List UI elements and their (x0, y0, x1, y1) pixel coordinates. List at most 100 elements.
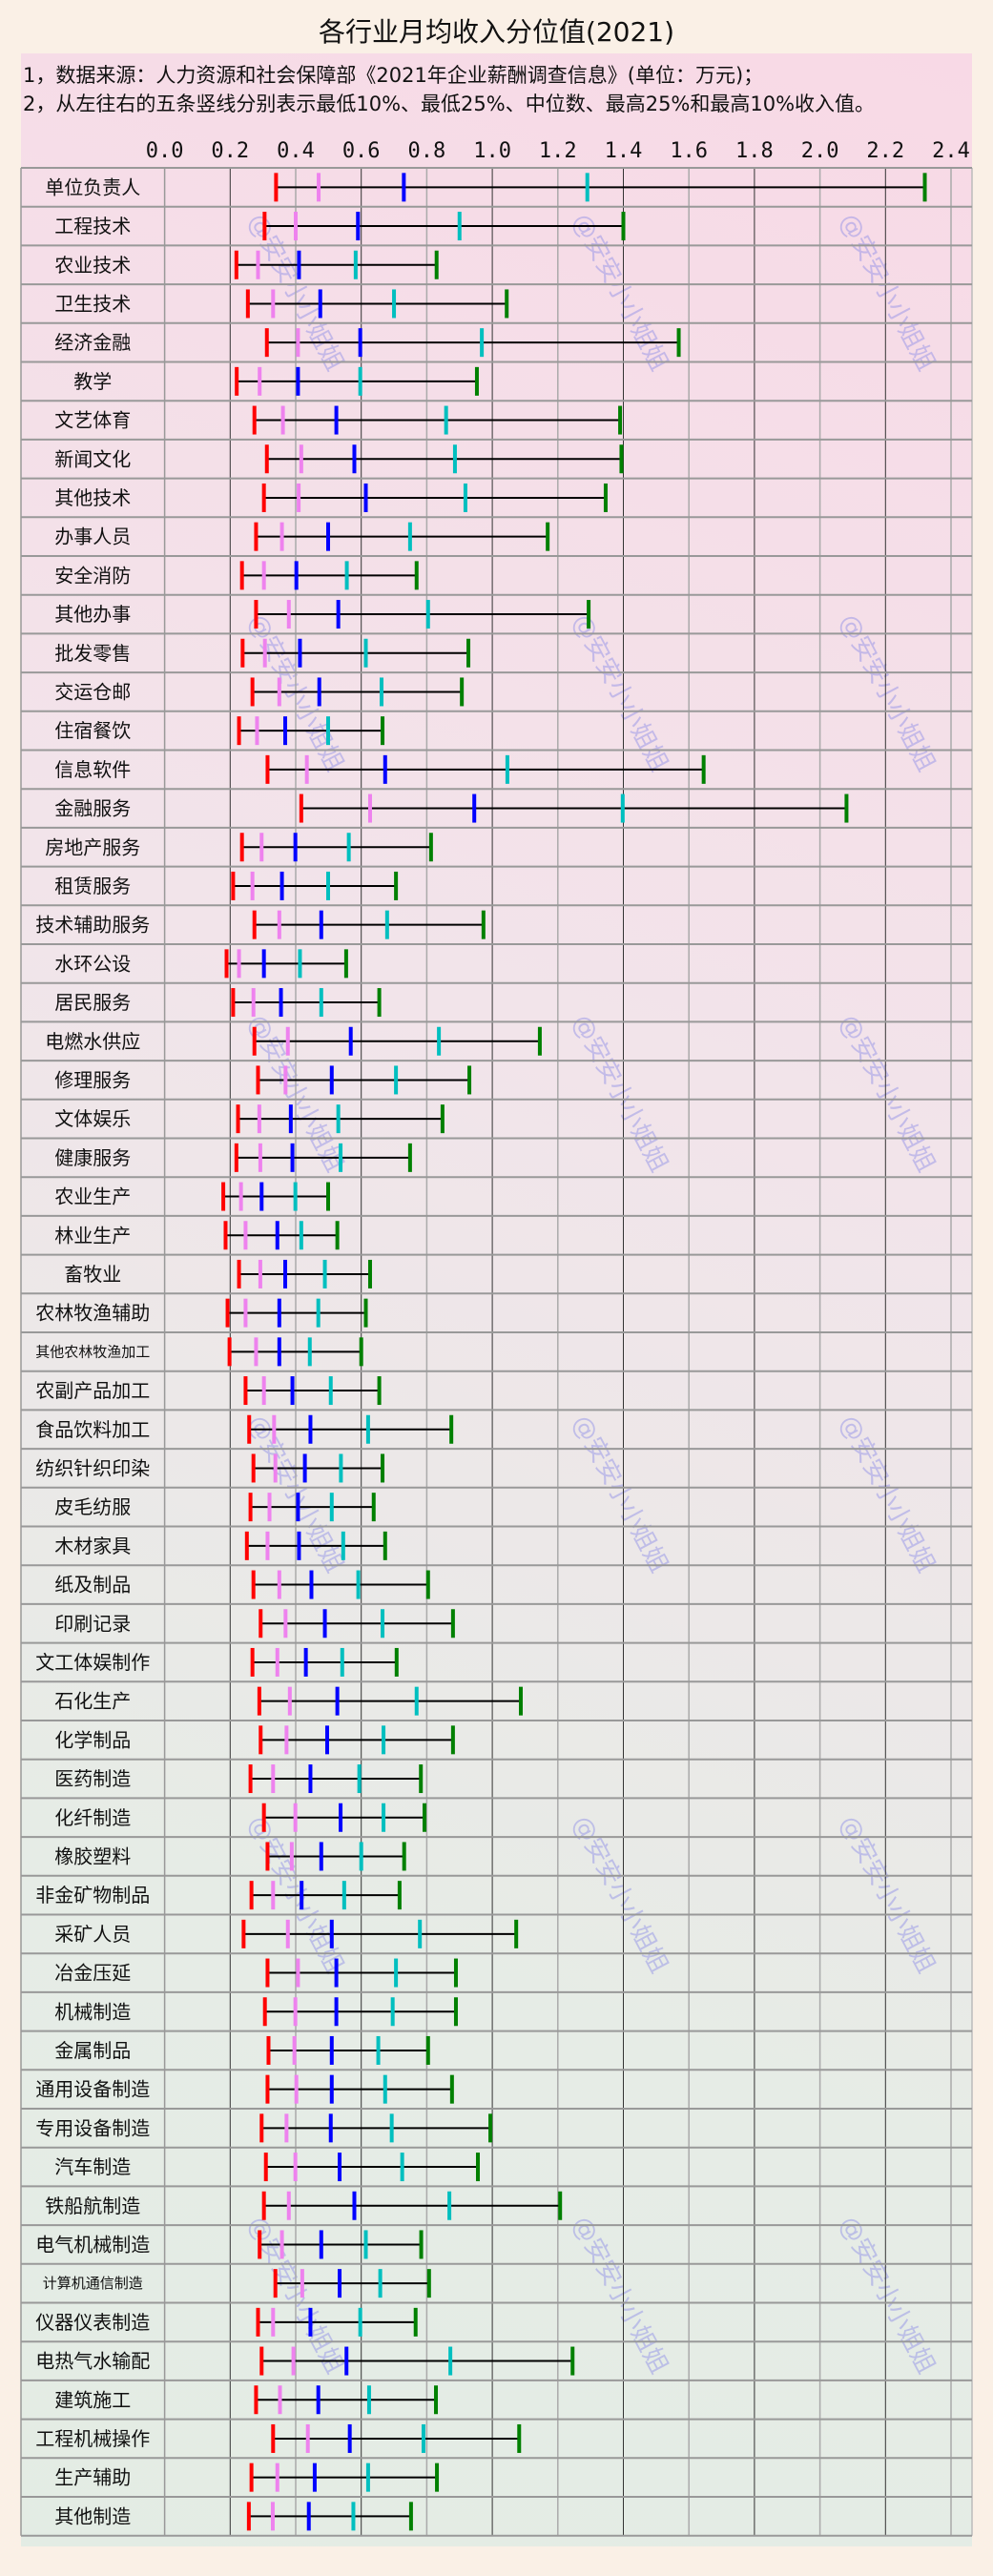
p90-marker (363, 1298, 368, 1328)
p75-marker (379, 677, 383, 707)
row-label: 汽车制造 (54, 2155, 131, 2178)
p90-marker (426, 2269, 431, 2298)
row-label: 文艺体育 (54, 409, 131, 432)
p90-marker (371, 1493, 376, 1522)
p10-marker (252, 910, 257, 939)
p25-marker (293, 1803, 298, 1832)
watermark: @安安小小姐姐 (567, 2212, 673, 2379)
row-label: 农业生产 (54, 1185, 131, 1208)
p10-marker (239, 561, 244, 590)
p75-marker (366, 2385, 371, 2415)
p90-marker (428, 833, 433, 862)
median-marker (338, 2269, 342, 2298)
p90-marker (383, 1531, 387, 1560)
row-label: 橡胶塑料 (54, 1844, 131, 1867)
p90-marker (343, 949, 348, 979)
x-tick-label: 1.8 (735, 139, 774, 163)
p10-marker (236, 1104, 240, 1134)
median-marker (352, 444, 357, 474)
p75-marker (394, 1065, 399, 1095)
p90-marker (377, 1376, 382, 1406)
median-marker (302, 1453, 307, 1483)
p90-marker (546, 522, 550, 551)
row-label: 技术辅助服务 (35, 914, 150, 937)
p90-marker (537, 1026, 542, 1056)
p25-marker (293, 2153, 298, 2182)
p90-marker (414, 561, 419, 590)
p75-marker (505, 754, 509, 784)
p10-marker (234, 250, 238, 279)
p75-marker (444, 405, 448, 435)
p90-marker (413, 2307, 418, 2337)
median-marker (300, 1881, 304, 1910)
median-marker (296, 1493, 300, 1522)
median-marker (309, 1570, 314, 1599)
row-label: 批发零售 (54, 642, 131, 665)
p75-marker (326, 716, 331, 746)
row-label: 文工体娱制作 (35, 1651, 150, 1674)
p25-marker (279, 2230, 284, 2259)
median-marker (334, 1958, 339, 1988)
row-label: 住宿餐饮 (54, 719, 131, 742)
p10-marker (239, 833, 244, 862)
p90-marker (517, 2423, 522, 2453)
p90-marker (402, 1842, 406, 1871)
p90-marker (481, 910, 486, 939)
median-marker (259, 1182, 264, 1211)
p25-marker (287, 1686, 292, 1716)
p90-marker (518, 1686, 523, 1716)
p10-marker (256, 1065, 260, 1095)
p75-marker (328, 1376, 333, 1406)
row-label: 租赁服务 (54, 875, 131, 897)
p10-marker (221, 1182, 226, 1211)
median-marker (329, 2035, 334, 2065)
p10-marker (259, 1725, 263, 1755)
row-label: 其他农林牧渔加工 (35, 1343, 150, 1360)
row-label: 其他技术 (54, 486, 131, 509)
p25-marker (300, 2269, 304, 2298)
p75-marker (425, 600, 430, 629)
p90-marker (603, 483, 608, 512)
row-label: 铁船航制造 (45, 2195, 140, 2217)
p75-marker (457, 212, 462, 241)
p25-marker (256, 250, 260, 279)
row-label: 修理服务 (54, 1068, 131, 1091)
p10-marker (254, 2385, 259, 2415)
median-marker (312, 2463, 317, 2492)
p75-marker (421, 2423, 425, 2453)
p90-marker (619, 444, 624, 474)
p10-marker (261, 1803, 266, 1832)
p75-marker (620, 793, 625, 823)
p75-marker (365, 1414, 370, 1444)
row-label: 农林牧渔辅助 (35, 1302, 150, 1325)
p25-marker (238, 1182, 243, 1211)
median-marker (363, 483, 368, 512)
p75-marker (394, 1958, 399, 1988)
p25-marker (243, 1298, 248, 1328)
median-marker (335, 1686, 340, 1716)
p90-marker (449, 1414, 454, 1444)
median-marker (322, 1609, 327, 1638)
p25-marker (294, 2074, 299, 2104)
p25-marker (272, 1414, 277, 1444)
x-tick-label: 1.4 (605, 139, 643, 163)
p10-marker (224, 949, 229, 979)
median-marker (319, 2230, 323, 2259)
p90-marker (381, 1453, 385, 1483)
p10-marker (231, 871, 236, 900)
p25-marker (286, 600, 291, 629)
p75-marker (358, 366, 362, 396)
p90-marker (488, 2113, 493, 2143)
median-marker (293, 833, 298, 862)
row-label: 皮毛纺服 (54, 1495, 131, 1518)
chart-panel: 1，数据来源：人力资源和社会保障部《2021年企业薪酬调查信息》(单位：万元)；… (21, 53, 972, 2546)
p10-marker (246, 2502, 251, 2531)
p90-marker (419, 2230, 424, 2259)
row-label: 通用设备制造 (35, 2078, 150, 2101)
median-marker (339, 1803, 343, 1832)
row-label: 卫生技术 (54, 292, 131, 315)
p25-marker (265, 1531, 270, 1560)
p10-marker (231, 988, 236, 1018)
p75-marker (585, 173, 590, 202)
